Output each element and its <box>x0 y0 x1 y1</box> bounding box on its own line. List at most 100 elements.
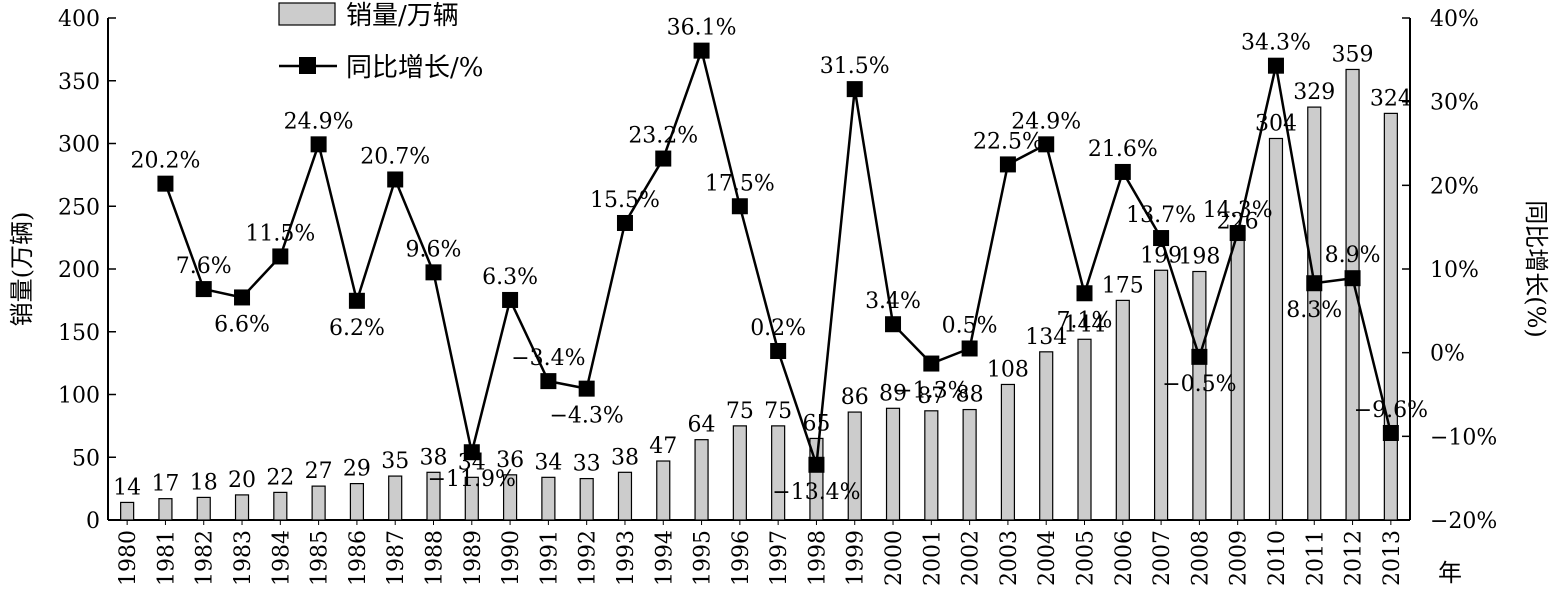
legend-bar-swatch <box>278 2 336 26</box>
x-tick-label: 1998 <box>805 530 830 586</box>
growth-point-marker <box>272 248 289 265</box>
bar-value-label: 38 <box>611 445 639 470</box>
x-tick-label: 1990 <box>499 530 524 586</box>
bar <box>158 498 173 521</box>
growth-point-marker <box>1382 424 1399 441</box>
x-tick-label: 1986 <box>346 530 371 586</box>
bar <box>579 477 594 521</box>
bar <box>1000 383 1016 521</box>
bar-value-label: 18 <box>190 470 218 495</box>
x-tick-label: 1992 <box>576 530 601 586</box>
y-left-tick-label: 100 <box>58 384 100 409</box>
y-right-tick-label: 20% <box>1430 174 1479 199</box>
y-right-axis-title: 同比增长(%) <box>1522 200 1549 338</box>
x-tick-label: 1995 <box>691 530 716 586</box>
bar <box>732 425 747 521</box>
growth-value-label: −4.3% <box>550 404 624 429</box>
growth-point-marker <box>348 292 365 309</box>
growth-point-marker <box>1267 57 1284 74</box>
growth-value-label: 6.3% <box>482 265 538 290</box>
growth-point-marker <box>616 214 633 231</box>
x-tick-label: 1981 <box>154 530 179 586</box>
x-tick-label: 1991 <box>537 530 562 586</box>
y-left-axis-title: 销量(万辆) <box>8 212 36 327</box>
growth-value-label: 6.6% <box>214 312 270 337</box>
bar-value-label: 34 <box>534 450 562 475</box>
y-right-tick-label: 40% <box>1430 7 1479 32</box>
growth-point-marker <box>770 342 787 359</box>
x-tick-label: 2008 <box>1188 530 1213 586</box>
growth-value-label: −3.4% <box>511 346 585 371</box>
x-tick-label: 2011 <box>1303 530 1328 586</box>
growth-point-marker <box>1076 285 1093 302</box>
growth-point-marker <box>885 316 902 333</box>
bar-value-label: 86 <box>841 385 869 410</box>
bar <box>196 496 211 521</box>
x-tick-label: 2002 <box>959 530 984 586</box>
bar <box>1115 299 1130 521</box>
bar-value-label: 64 <box>688 413 716 438</box>
growth-value-label: 6.2% <box>329 316 385 341</box>
growth-point-marker <box>1038 136 1055 153</box>
x-tick-label: 1985 <box>308 530 333 586</box>
x-tick-label: 1987 <box>384 530 409 586</box>
y-left-tick-label: 50 <box>72 446 100 471</box>
bar-value-label: 75 <box>764 399 792 424</box>
growth-point-marker <box>846 81 863 98</box>
growth-value-label: 36.1% <box>667 16 737 41</box>
growth-point-marker <box>234 289 251 306</box>
growth-point-marker <box>157 175 174 192</box>
legend-bar-label: 销量/万辆 <box>346 1 459 31</box>
growth-point-marker <box>1114 163 1131 180</box>
growth-value-label: 14.3% <box>1203 198 1273 223</box>
growth-value-label: 17.5% <box>705 171 775 196</box>
x-tick-label: 2003 <box>997 530 1022 586</box>
growth-point-marker <box>923 355 940 372</box>
growth-point-marker <box>1153 230 1170 247</box>
x-tick-label: 1982 <box>193 530 218 586</box>
growth-point-marker <box>1306 275 1323 292</box>
x-tick-label: 1994 <box>652 530 677 586</box>
growth-value-label: 3.4% <box>865 289 921 314</box>
x-tick-label: 2009 <box>1227 530 1252 586</box>
bar-value-label: 20 <box>228 468 256 493</box>
y-left-tick-label: 150 <box>58 321 100 346</box>
bar-value-label: 65 <box>802 411 830 436</box>
growth-point-marker <box>310 136 327 153</box>
x-tick-label: 2010 <box>1265 530 1290 586</box>
bar <box>120 501 135 521</box>
y-right-tick-label: 10% <box>1430 258 1479 283</box>
bar-value-label: 134 <box>1025 325 1067 350</box>
growth-point-marker <box>387 171 404 188</box>
growth-point-marker <box>1344 270 1361 287</box>
bar <box>885 407 901 521</box>
growth-value-label: 0.5% <box>942 313 998 338</box>
x-tick-label: 1983 <box>231 530 256 586</box>
y-right-tick-label: 30% <box>1430 91 1479 116</box>
x-tick-label: 2007 <box>1150 530 1175 586</box>
bar-value-label: 75 <box>726 399 754 424</box>
y-left-tick-label: 350 <box>58 70 100 95</box>
growth-point-marker <box>961 340 978 357</box>
x-tick-label: 1996 <box>729 530 754 586</box>
growth-value-label: −1.3% <box>894 379 968 404</box>
y-right-tick-label: −20% <box>1430 509 1497 534</box>
growth-value-label: 24.9% <box>284 109 354 134</box>
x-axis-title: 年 <box>1438 559 1462 587</box>
bar-value-label: 33 <box>573 452 601 477</box>
growth-point-marker <box>502 291 519 308</box>
bar <box>311 485 326 521</box>
bar-value-label: 359 <box>1332 42 1374 67</box>
growth-point-marker <box>808 456 825 473</box>
x-tick-label: 2005 <box>1074 530 1099 586</box>
bar <box>1077 338 1092 521</box>
x-tick-label: 2012 <box>1342 530 1367 586</box>
growth-point-marker <box>463 444 480 461</box>
bar <box>1039 351 1054 521</box>
x-tick-label: 2001 <box>920 530 945 586</box>
bar-value-label: 27 <box>305 459 333 484</box>
bar-value-label: 38 <box>420 445 448 470</box>
y-left-tick-label: 200 <box>58 258 100 283</box>
bar <box>656 460 671 521</box>
bar <box>234 494 250 521</box>
